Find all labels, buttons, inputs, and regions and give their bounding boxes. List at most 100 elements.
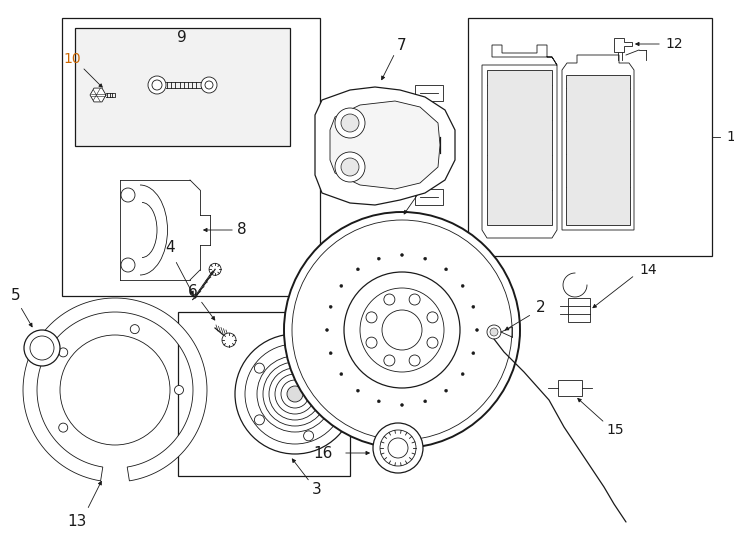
Circle shape: [401, 403, 404, 407]
Circle shape: [357, 268, 360, 271]
Circle shape: [329, 352, 333, 355]
Circle shape: [121, 188, 135, 202]
Circle shape: [472, 352, 475, 355]
Circle shape: [382, 310, 422, 350]
Text: 7: 7: [397, 37, 407, 52]
Bar: [468, 18, 712, 256]
Circle shape: [292, 220, 512, 440]
Circle shape: [59, 423, 68, 432]
Circle shape: [409, 294, 420, 305]
Circle shape: [263, 362, 327, 426]
Circle shape: [329, 305, 333, 308]
Circle shape: [427, 337, 438, 348]
Text: 16: 16: [313, 446, 333, 461]
Circle shape: [490, 328, 498, 336]
Circle shape: [357, 389, 360, 392]
Text: 10: 10: [63, 52, 81, 66]
Text: 13: 13: [68, 515, 87, 530]
Circle shape: [380, 430, 416, 466]
Circle shape: [377, 400, 380, 403]
Circle shape: [130, 325, 139, 334]
Circle shape: [424, 400, 426, 403]
Bar: [568, 298, 590, 322]
Circle shape: [461, 285, 464, 287]
Circle shape: [384, 355, 395, 366]
Text: 3: 3: [312, 483, 322, 497]
Circle shape: [175, 386, 184, 395]
Text: 9: 9: [177, 30, 187, 45]
Circle shape: [341, 158, 359, 176]
Polygon shape: [330, 101, 440, 189]
Bar: [415, 85, 443, 101]
Circle shape: [360, 288, 444, 372]
Polygon shape: [315, 87, 455, 205]
Circle shape: [445, 389, 448, 392]
Circle shape: [476, 328, 479, 332]
Circle shape: [255, 363, 264, 373]
Circle shape: [388, 438, 408, 458]
Circle shape: [304, 347, 313, 357]
Text: 15: 15: [606, 423, 624, 437]
Bar: [415, 189, 443, 205]
Circle shape: [152, 80, 162, 90]
Circle shape: [257, 356, 333, 432]
Polygon shape: [562, 55, 634, 230]
Bar: [178, 312, 350, 476]
Text: 14: 14: [639, 263, 657, 277]
Circle shape: [235, 334, 355, 454]
Circle shape: [366, 337, 377, 348]
Circle shape: [60, 335, 170, 445]
Circle shape: [281, 380, 309, 408]
Circle shape: [275, 374, 315, 414]
Circle shape: [59, 348, 68, 357]
Circle shape: [344, 272, 460, 388]
Bar: [75, 28, 290, 146]
Polygon shape: [90, 88, 106, 102]
Text: 4: 4: [165, 240, 175, 255]
Bar: [558, 380, 582, 396]
Circle shape: [340, 285, 343, 287]
Circle shape: [284, 212, 520, 448]
Circle shape: [30, 336, 54, 360]
Circle shape: [373, 423, 423, 473]
Circle shape: [427, 312, 438, 323]
Circle shape: [304, 431, 313, 441]
Circle shape: [401, 253, 404, 256]
Circle shape: [366, 312, 377, 323]
Polygon shape: [566, 75, 630, 225]
Polygon shape: [487, 70, 552, 225]
Text: 11: 11: [726, 130, 734, 144]
Circle shape: [487, 325, 501, 339]
Circle shape: [334, 389, 344, 399]
Circle shape: [377, 257, 380, 260]
Text: 5: 5: [11, 288, 21, 303]
Circle shape: [335, 152, 365, 182]
Polygon shape: [482, 45, 557, 238]
Circle shape: [209, 264, 221, 275]
Circle shape: [461, 373, 464, 376]
Circle shape: [205, 81, 213, 89]
Circle shape: [121, 258, 135, 272]
Bar: [62, 18, 320, 296]
Text: 1: 1: [433, 157, 443, 172]
Circle shape: [472, 305, 475, 308]
Circle shape: [245, 344, 345, 444]
Text: 6: 6: [188, 285, 198, 300]
Polygon shape: [23, 298, 207, 481]
Circle shape: [75, 350, 155, 430]
Circle shape: [287, 386, 303, 402]
Circle shape: [269, 368, 321, 420]
Circle shape: [409, 355, 420, 366]
Text: 2: 2: [537, 300, 546, 315]
Text: 8: 8: [237, 222, 247, 238]
Circle shape: [148, 76, 166, 94]
Circle shape: [325, 328, 329, 332]
Circle shape: [201, 77, 217, 93]
Text: 12: 12: [665, 37, 683, 51]
Circle shape: [445, 268, 448, 271]
Circle shape: [340, 373, 343, 376]
Circle shape: [384, 294, 395, 305]
Circle shape: [222, 333, 236, 347]
Circle shape: [341, 114, 359, 132]
Circle shape: [335, 108, 365, 138]
